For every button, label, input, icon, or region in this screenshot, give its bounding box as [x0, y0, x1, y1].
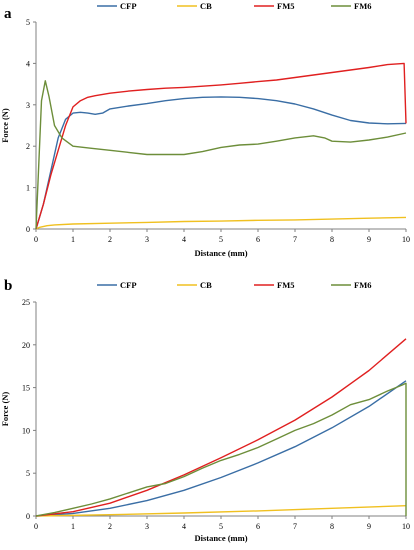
x-tick-label: 10: [402, 235, 410, 244]
legend-label-fm5: FM5: [277, 280, 294, 290]
series-line-fm5: [35, 338, 407, 517]
y-axis-label: Force (N): [0, 392, 10, 427]
y-tick-label: 25: [22, 298, 30, 307]
series-line-fm5: [35, 62, 407, 230]
y-tick-label: 20: [22, 341, 30, 350]
y-tick-label: 15: [22, 384, 30, 393]
series-line-fm6: [35, 382, 407, 517]
x-tick-label: 8: [330, 522, 334, 531]
chart-panel-a: a 0 1 2 3 4 5 0 1 2 3 4 5 6 7 8 9 10 Distance (mm) Force (N…: [0, 1, 410, 258]
x-tick-label: 3: [145, 235, 149, 244]
x-tick-label: 7: [293, 522, 297, 531]
x-tick-label: 2: [108, 522, 112, 531]
x-axis-label: Distance (mm): [194, 533, 247, 543]
legend-label-fm6: FM6: [354, 280, 371, 290]
x-tick-label: 1: [71, 522, 75, 531]
y-axis-label: Force (N): [0, 108, 10, 143]
y-tick-label: 4: [26, 59, 30, 68]
y-tick-label: 10: [22, 426, 30, 435]
x-tick-label: 4: [182, 522, 186, 531]
x-tick-label: 9: [367, 235, 371, 244]
x-tick-label: 2: [108, 235, 112, 244]
series-line-cb: [35, 505, 407, 517]
series-line-cfp: [35, 96, 407, 230]
x-tick-label: 3: [145, 522, 149, 531]
x-tick-label: 6: [256, 522, 260, 531]
y-tick-label: 5: [26, 18, 30, 27]
legend-label-cb: CB: [200, 1, 212, 11]
x-tick-label: 9: [367, 522, 371, 531]
y-tick-label: 0: [26, 225, 30, 234]
y-tick-label: 1: [26, 184, 30, 193]
x-tick-label: 10: [402, 522, 410, 531]
series-line-cfp: [35, 380, 407, 517]
y-tick-label: 5: [26, 469, 30, 478]
legend-label-fm5: FM5: [277, 1, 294, 11]
y-tick-label: 0: [26, 512, 30, 521]
y-tick-label: 3: [26, 101, 30, 110]
x-tick-label: 0: [34, 522, 38, 531]
x-tick-label: 7: [293, 235, 297, 244]
legend-label-fm6: FM6: [354, 1, 371, 11]
panel-label: b: [4, 278, 12, 294]
x-tick-label: 6: [256, 235, 260, 244]
x-tick-label: 5: [219, 522, 223, 531]
panel-label: a: [4, 6, 12, 22]
x-tick-label: 8: [330, 235, 334, 244]
series-line-cb: [35, 216, 407, 230]
legend-label-cb: CB: [200, 280, 212, 290]
x-tick-label: 0: [34, 235, 38, 244]
x-axis-label: Distance (mm): [194, 248, 247, 258]
chart-panel-b: b 0 5 10 15 20 25 0 1 2 3 4 5 6 7 8 9 10 Distance (mm) Forc…: [0, 278, 410, 543]
series-line-fm6: [35, 80, 407, 230]
legend-label-cfp: CFP: [120, 1, 137, 11]
y-tick-label: 2: [26, 142, 30, 151]
x-tick-label: 4: [182, 235, 186, 244]
legend-label-cfp: CFP: [120, 280, 137, 290]
x-tick-label: 1: [71, 235, 75, 244]
x-tick-label: 5: [219, 235, 223, 244]
